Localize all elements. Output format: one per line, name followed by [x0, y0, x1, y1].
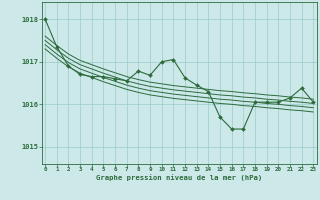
X-axis label: Graphe pression niveau de la mer (hPa): Graphe pression niveau de la mer (hPa) [96, 175, 262, 181]
